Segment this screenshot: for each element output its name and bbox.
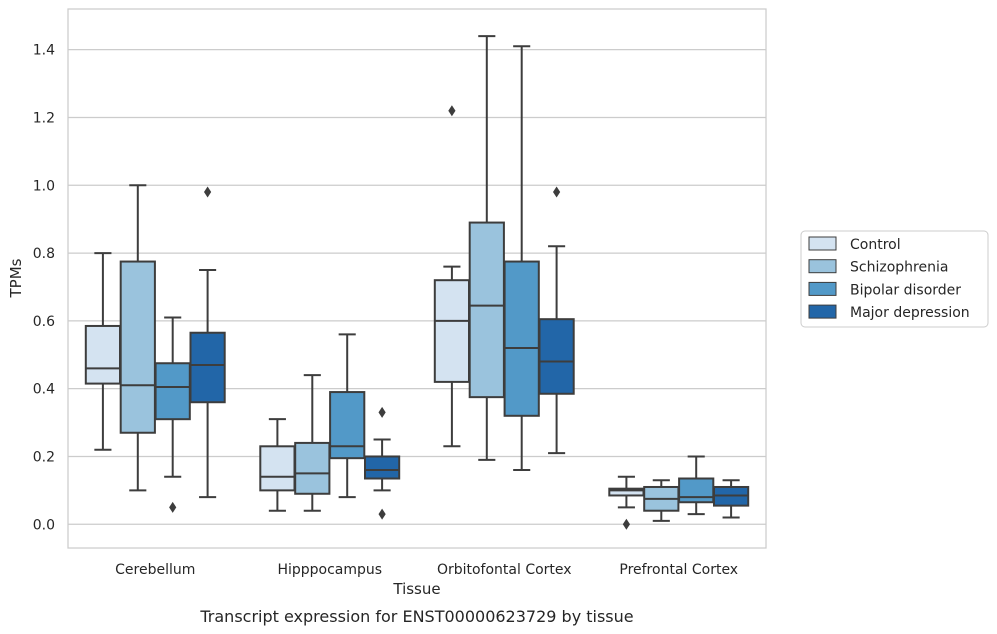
box (84, 252, 122, 451)
plot-area (67, 8, 767, 549)
y-tick-label: 0.8 (33, 246, 55, 262)
legend-swatch (808, 259, 837, 274)
box-body (363, 455, 401, 480)
box-body (189, 331, 226, 404)
outlier-point (204, 186, 212, 198)
legend-swatch (808, 304, 837, 319)
box (363, 406, 401, 520)
box-body (329, 391, 366, 460)
box-body (433, 279, 471, 383)
x-tick-label: Prefrontal Cortex (619, 562, 738, 578)
box-body (294, 441, 331, 495)
outlier-point (553, 186, 561, 198)
box (294, 374, 331, 512)
box (678, 455, 715, 516)
box-body (84, 324, 122, 385)
x-axis-ticks: Cerebellum Hipppocampus Orbitofontal Corte… (115, 562, 738, 578)
box (119, 184, 156, 492)
chart-caption: Transcript expression for ENST0000062372… (199, 607, 633, 626)
box-series (84, 35, 750, 530)
outlier-point (169, 501, 177, 513)
box-body (119, 260, 156, 434)
box (503, 45, 540, 472)
legend-label: Bipolar disorder (850, 282, 961, 298)
x-tick-label: Orbitofontal Cortex (437, 562, 572, 578)
box-body (538, 318, 575, 395)
y-tick-label: 0.2 (33, 449, 55, 465)
outlier-point (378, 406, 386, 418)
box (608, 475, 645, 530)
outlier-point (622, 518, 630, 530)
y-tick-label: 0.0 (33, 517, 55, 533)
legend: Control Schizophrenia Bipolar disorder Majo… (800, 230, 989, 328)
legend-frame (800, 230, 989, 328)
legend-label: Major depression (850, 305, 970, 321)
box (189, 186, 226, 499)
box (259, 418, 296, 512)
box (468, 35, 505, 461)
y-tick-label: 0.6 (33, 314, 55, 330)
box (154, 316, 191, 513)
y-axis-ticks: 0.0 0.2 0.4 0.6 0.8 1.0 1.2 1.4 (33, 43, 55, 534)
legend-label: Schizophrenia (850, 260, 948, 276)
x-tick-label: Hipppocampus (277, 562, 382, 578)
outlier-point (448, 105, 456, 117)
legend-swatch (808, 281, 837, 296)
y-tick-label: 1.2 (33, 110, 55, 126)
box-body (259, 445, 296, 492)
outlier-point (378, 508, 386, 520)
box (433, 105, 471, 448)
y-tick-label: 1.0 (33, 178, 55, 194)
y-tick-label: 0.4 (33, 382, 55, 398)
y-tick-label: 1.4 (33, 43, 55, 59)
box-body (678, 477, 715, 504)
box-body (503, 260, 540, 417)
box-body (154, 362, 191, 421)
y-axis-label: TPMs (7, 258, 25, 298)
x-axis-label: Tissue (392, 580, 440, 598)
box (538, 186, 575, 455)
box (643, 479, 680, 522)
legend-label: Control (850, 237, 901, 253)
box (712, 479, 750, 519)
x-tick-label: Cerebellum (115, 562, 195, 578)
box-body (468, 221, 505, 399)
legend-swatch (808, 236, 837, 251)
box (329, 333, 366, 499)
